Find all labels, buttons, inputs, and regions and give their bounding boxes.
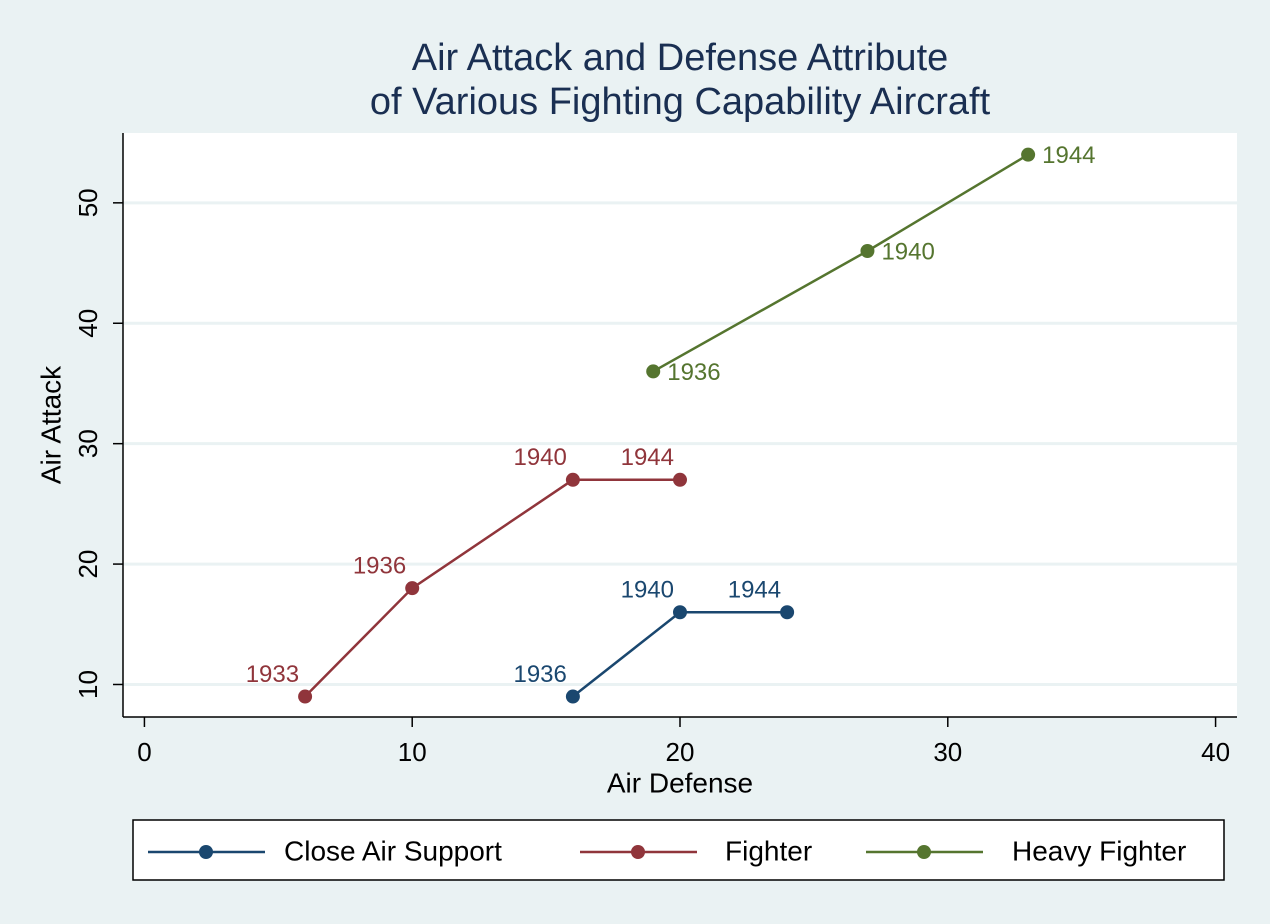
data-point xyxy=(673,605,687,620)
y-tick-label: 10 xyxy=(73,670,103,699)
legend-marker xyxy=(199,845,213,859)
y-tick-label: 50 xyxy=(73,188,103,217)
legend-label: Heavy Fighter xyxy=(1012,835,1186,866)
x-tick-label: 40 xyxy=(1201,737,1230,767)
x-tick-label: 10 xyxy=(398,737,427,767)
data-point xyxy=(673,472,687,487)
y-axis-label: Air Attack xyxy=(35,365,66,484)
data-point xyxy=(405,581,420,596)
legend-marker xyxy=(917,845,931,859)
point-label: 1940 xyxy=(621,577,674,604)
point-label: 1933 xyxy=(246,661,299,688)
legend-label: Fighter xyxy=(725,835,812,866)
point-label: 1944 xyxy=(1042,142,1095,169)
y-tick-label: 40 xyxy=(73,309,103,338)
x-axis-label: Air Defense xyxy=(607,767,753,798)
point-label: 1936 xyxy=(667,359,720,386)
data-point xyxy=(780,605,795,620)
data-point xyxy=(565,472,580,487)
data-point xyxy=(565,689,580,704)
point-label: 1944 xyxy=(621,444,674,471)
data-point xyxy=(860,244,875,259)
chart-title: of Various Fighting Capability Aircraft xyxy=(370,81,991,123)
series-line xyxy=(304,478,680,698)
y-tick-label: 20 xyxy=(73,550,103,579)
point-label: 1940 xyxy=(881,238,934,265)
plot-area xyxy=(123,133,1237,717)
legend-label: Close Air Support xyxy=(284,835,502,866)
data-point xyxy=(298,689,313,704)
x-tick-label: 30 xyxy=(933,737,962,767)
data-point xyxy=(646,364,661,379)
x-tick-label: 0 xyxy=(137,737,151,767)
point-label: 1936 xyxy=(513,661,566,688)
legend-box xyxy=(132,819,1225,881)
y-tick-label: 30 xyxy=(73,429,103,458)
point-label: 1944 xyxy=(728,577,781,604)
x-tick-label: 20 xyxy=(666,737,695,767)
point-label: 1936 xyxy=(353,553,406,580)
chart-title: Air Attack and Defense Attribute xyxy=(412,37,949,79)
point-label: 1940 xyxy=(513,444,566,471)
legend-marker xyxy=(631,845,645,859)
data-point xyxy=(1021,147,1036,162)
